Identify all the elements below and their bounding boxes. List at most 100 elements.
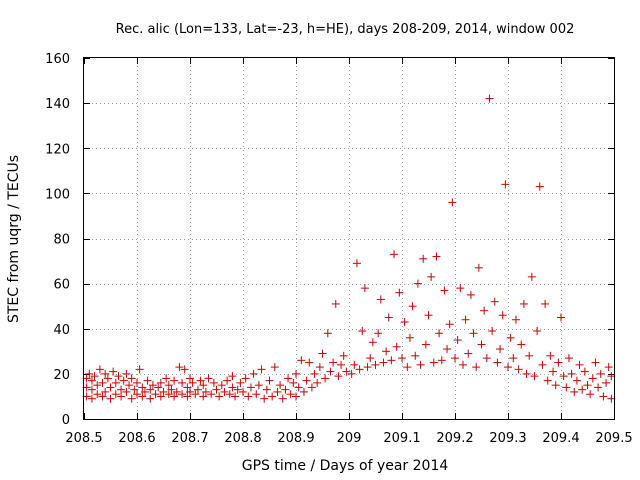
data-point	[199, 381, 208, 390]
data-point	[586, 390, 595, 399]
data-point	[480, 306, 489, 315]
data-point	[231, 392, 240, 401]
data-point	[276, 381, 285, 390]
data-point	[138, 383, 147, 392]
chart-title: Rec. alic (Lon=133, Lat=-23, h=HE), days…	[116, 22, 575, 37]
data-point	[511, 315, 520, 324]
data-point	[490, 297, 499, 306]
data-point	[233, 385, 242, 394]
data-point	[217, 381, 226, 390]
data-point	[241, 374, 250, 383]
data-point	[564, 354, 573, 363]
data-point	[156, 392, 165, 401]
data-point	[437, 356, 446, 365]
data-point	[453, 336, 462, 345]
data-point	[178, 390, 187, 399]
x-tick-label: 209	[337, 431, 362, 446]
data-point	[199, 392, 208, 401]
data-point	[109, 367, 118, 376]
y-tick-label: 80	[53, 233, 70, 248]
data-point	[209, 378, 218, 387]
data-point	[337, 360, 346, 369]
data-point	[395, 288, 404, 297]
data-point	[562, 383, 571, 392]
data-point	[133, 390, 141, 399]
data-point	[318, 349, 327, 358]
data-point	[164, 381, 173, 390]
data-point	[143, 376, 152, 385]
data-point	[546, 351, 555, 360]
data-point	[411, 351, 420, 360]
axis-ticks	[84, 58, 615, 420]
data-point	[390, 250, 399, 259]
data-point	[501, 180, 510, 189]
data-point	[170, 392, 179, 401]
data-point	[294, 383, 303, 392]
data-point	[448, 198, 457, 207]
data-point	[517, 340, 526, 349]
data-point	[170, 376, 179, 385]
data-point	[525, 351, 534, 360]
data-point	[405, 333, 414, 342]
data-point	[223, 376, 232, 385]
data-point	[146, 394, 155, 403]
data-point	[159, 387, 168, 396]
data-point	[93, 381, 102, 390]
data-point	[111, 378, 120, 387]
data-point	[368, 338, 377, 347]
data-point	[599, 392, 608, 401]
data-point	[331, 299, 340, 308]
data-point	[557, 313, 565, 322]
data-point	[292, 392, 300, 401]
data-point	[281, 385, 290, 394]
data-point	[130, 385, 139, 394]
data-point	[122, 369, 131, 378]
data-point	[445, 320, 454, 329]
data-point	[527, 272, 536, 281]
data-point	[506, 333, 515, 342]
data-point	[535, 182, 544, 191]
data-point	[424, 311, 433, 320]
data-point	[371, 360, 380, 369]
data-point	[432, 252, 441, 261]
data-point	[496, 345, 505, 354]
data-point	[458, 360, 467, 369]
x-tick-label: 208.7	[171, 431, 208, 446]
data-point	[244, 392, 253, 401]
data-point	[154, 383, 163, 392]
y-tick-label: 160	[45, 52, 70, 67]
data-point	[87, 394, 96, 403]
data-point	[93, 390, 102, 399]
data-point	[543, 376, 552, 385]
data-point	[95, 365, 104, 374]
data-point	[228, 383, 237, 392]
y-tick-label: 140	[45, 97, 70, 112]
data-point	[443, 345, 452, 354]
data-point	[286, 390, 295, 399]
data-point	[530, 372, 539, 381]
data-point	[366, 354, 375, 363]
data-point	[270, 363, 279, 372]
y-tick-label: 120	[45, 142, 70, 157]
data-point	[90, 372, 99, 381]
data-point	[509, 354, 518, 363]
data-point	[164, 390, 173, 399]
data-point	[488, 327, 497, 336]
data-point	[334, 372, 343, 381]
data-point	[514, 365, 523, 374]
data-point	[602, 378, 611, 387]
data-point	[519, 299, 528, 308]
data-point	[429, 358, 438, 367]
data-point	[541, 299, 550, 308]
x-tick-labels: 208.5 208.6 208.7 208.8 208.9 209 209.1 209.2 20…	[65, 431, 632, 446]
data-point	[482, 354, 491, 363]
data-point	[392, 342, 401, 351]
data-point	[382, 347, 391, 356]
data-point	[207, 390, 216, 399]
data-point	[220, 387, 229, 396]
data-point	[413, 279, 422, 288]
data-point	[456, 284, 465, 293]
data-point	[440, 286, 449, 295]
data-point	[315, 363, 324, 372]
